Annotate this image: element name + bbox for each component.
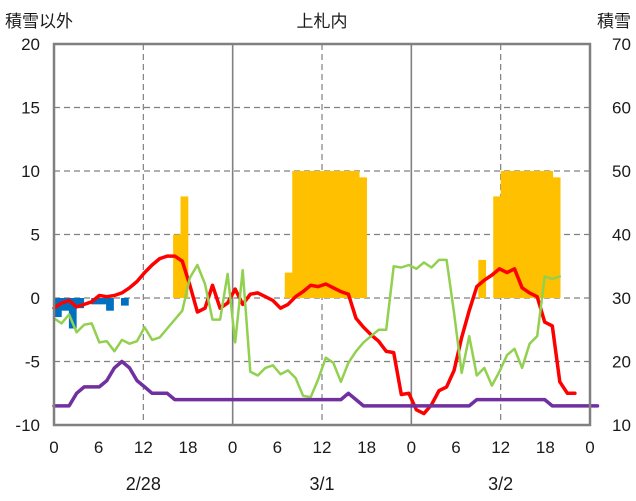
lines-layer [52, 254, 600, 416]
x-tick-label: 18 [536, 438, 555, 457]
x-tick-label: 0 [585, 438, 594, 457]
y-left-tick-label: 10 [21, 162, 40, 181]
y-left-tick-label: -10 [15, 416, 40, 435]
purple-line-series [52, 359, 600, 408]
snow-bar [284, 272, 293, 298]
blue-bar [76, 298, 85, 309]
snow-bar [537, 171, 546, 298]
snow-bar [292, 171, 300, 298]
snow-bar [314, 171, 323, 298]
x-tick-label: 0 [407, 438, 416, 457]
snow-bar [307, 171, 315, 298]
y-right-tick-label: 10 [612, 416, 631, 435]
y-left-tick-label: -5 [25, 353, 40, 372]
y-right-tick-label: 30 [612, 289, 631, 308]
snow-bar [478, 259, 487, 298]
snow-bar [351, 171, 360, 298]
snow-bar [530, 171, 539, 298]
green-line-series [52, 258, 562, 399]
snow-bar [322, 171, 330, 298]
plot-frame [52, 42, 592, 427]
snow-bar [359, 177, 367, 298]
y-right-tick-label: 60 [612, 99, 631, 118]
y-right-tick-label: 70 [612, 35, 631, 54]
x-tick-label: 18 [357, 438, 376, 457]
y-left-axis-title: 積雪以外 [5, 12, 73, 32]
x-tick-label: 0 [49, 438, 58, 457]
snow-bar [299, 171, 308, 298]
blue-bar [68, 298, 77, 329]
x-tick-label: 6 [273, 438, 282, 457]
x-tick-label: 6 [451, 438, 460, 457]
frame-layer [52, 42, 592, 427]
y-left-tick-label: 15 [21, 99, 40, 118]
snow-bar [552, 177, 561, 298]
y-left-tick-label: 5 [31, 226, 40, 245]
date-label: 2/28 [126, 474, 161, 494]
blue-bar [106, 298, 114, 311]
snow-bar [336, 171, 345, 298]
snow-bar [500, 171, 509, 298]
x-tick-label: 12 [134, 438, 153, 457]
x-tick-label: 12 [491, 438, 510, 457]
snow-bar [180, 196, 189, 298]
labels-layer: 積雪以外 上札内 積雪 20151050-5-10706050403020100… [5, 12, 631, 494]
x-tick-label: 18 [179, 438, 198, 457]
y-right-axis-title: 積雪 [597, 12, 631, 32]
y-right-tick-label: 20 [612, 353, 631, 372]
blue-bar [61, 298, 70, 311]
bars-layer [54, 171, 561, 329]
x-tick-label: 0 [228, 438, 237, 457]
snow-bar [493, 196, 501, 298]
x-tick-label: 12 [313, 438, 332, 457]
snow-bar [173, 234, 181, 298]
x-tick-label: 6 [94, 438, 103, 457]
snow-bar [344, 171, 353, 298]
y-left-tick-label: 0 [31, 289, 40, 308]
snow-bar [515, 171, 524, 298]
date-label: 3/2 [488, 474, 513, 494]
date-label: 3/1 [309, 474, 334, 494]
blue-bar [121, 298, 129, 306]
chart-title: 上札内 [297, 12, 348, 32]
snow-bar [329, 171, 338, 298]
y-right-tick-label: 50 [612, 162, 631, 181]
snow-bar [545, 171, 554, 298]
y-right-tick-label: 40 [612, 226, 631, 245]
snow-bar [508, 171, 516, 298]
red-line-series [52, 254, 577, 416]
snow-bar [523, 171, 531, 298]
blue-bar [98, 298, 107, 305]
y-left-tick-label: 20 [21, 35, 40, 54]
